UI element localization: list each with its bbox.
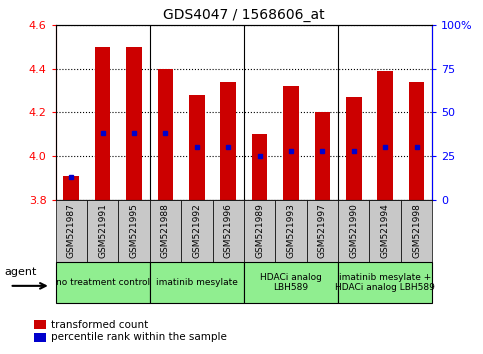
Bar: [314, 112, 330, 200]
Text: GSM521994: GSM521994: [381, 204, 390, 258]
Bar: [95, 47, 111, 200]
Text: no treatment control: no treatment control: [56, 278, 150, 287]
Text: percentile rank within the sample: percentile rank within the sample: [51, 332, 227, 342]
Text: GSM521989: GSM521989: [255, 204, 264, 258]
Bar: [220, 82, 236, 200]
Bar: [157, 69, 173, 200]
Bar: [189, 95, 205, 200]
Text: agent: agent: [5, 267, 37, 277]
Text: GSM521997: GSM521997: [318, 204, 327, 258]
Text: imatinib mesylate +
HDACi analog LBH589: imatinib mesylate + HDACi analog LBH589: [335, 273, 435, 292]
Text: GSM521996: GSM521996: [224, 204, 233, 258]
Text: GSM521987: GSM521987: [67, 204, 76, 258]
Text: transformed count: transformed count: [51, 320, 148, 330]
Text: GSM521988: GSM521988: [161, 204, 170, 258]
Text: imatinib mesylate: imatinib mesylate: [156, 278, 238, 287]
Text: GSM521992: GSM521992: [192, 204, 201, 258]
Text: GSM521995: GSM521995: [129, 204, 139, 258]
Bar: [126, 47, 142, 200]
Bar: [346, 97, 362, 200]
Text: GSM521993: GSM521993: [286, 204, 296, 258]
Text: GSM521990: GSM521990: [349, 204, 358, 258]
Text: HDACi analog
LBH589: HDACi analog LBH589: [260, 273, 322, 292]
Bar: [409, 82, 425, 200]
Text: GSM521998: GSM521998: [412, 204, 421, 258]
Bar: [63, 176, 79, 200]
Text: GSM521991: GSM521991: [98, 204, 107, 258]
Title: GDS4047 / 1568606_at: GDS4047 / 1568606_at: [163, 8, 325, 22]
Bar: [377, 71, 393, 200]
Bar: [283, 86, 299, 200]
Bar: [252, 134, 268, 200]
